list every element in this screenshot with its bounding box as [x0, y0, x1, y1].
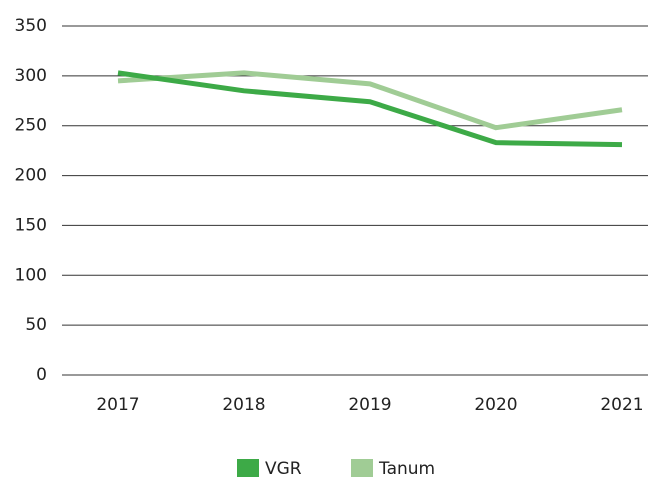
line-series: [117, 70, 623, 148]
y-tick-label: 150: [15, 215, 47, 235]
y-tick-label: 350: [15, 16, 47, 36]
y-tick-label: 250: [15, 116, 47, 136]
x-tick-label: 2019: [348, 395, 391, 415]
legend-label: Tanum: [378, 459, 435, 477]
y-tick-label: 50: [25, 315, 47, 335]
y-tick-label: 100: [15, 265, 47, 285]
y-tick-label: 300: [15, 66, 47, 86]
y-tick-label: 200: [15, 166, 47, 186]
legend-label: VGR: [265, 459, 302, 477]
x-tick-label: 2017: [96, 395, 139, 415]
x-tick-label: 2020: [474, 395, 517, 415]
line-series: [117, 70, 623, 131]
x-tick-label: 2018: [222, 395, 265, 415]
legend-swatch: [237, 459, 259, 477]
x-tick-label: 2021: [600, 395, 643, 415]
y-tick-label: 0: [36, 365, 47, 385]
legend-swatch: [351, 459, 373, 477]
